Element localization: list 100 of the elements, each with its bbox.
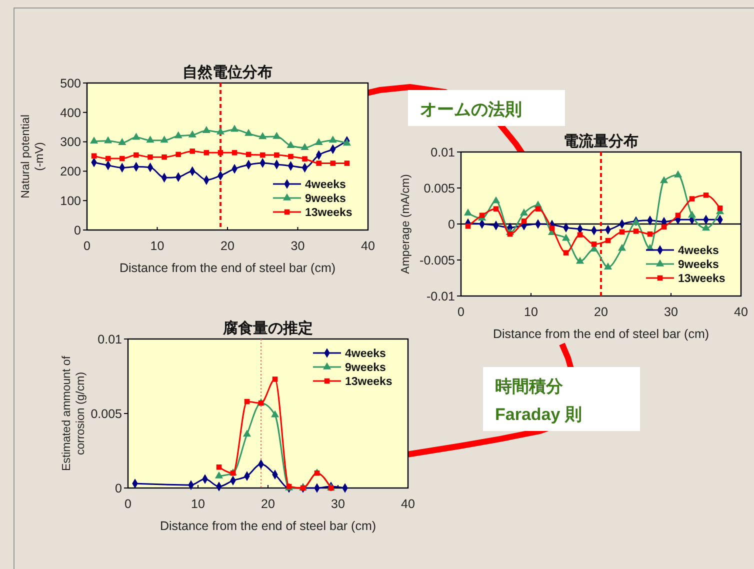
point [314, 138, 323, 146]
x-axis-title: Distance from the end of steel bar (cm) [119, 261, 336, 275]
point [492, 196, 500, 204]
point [218, 150, 224, 156]
point [479, 212, 485, 218]
x-tick-label: 40 [361, 239, 375, 253]
y-tick-label: 0.005 [424, 181, 456, 196]
x-tick-label: 20 [261, 497, 275, 511]
point [465, 224, 471, 229]
point [202, 126, 210, 133]
point [134, 152, 139, 158]
point [232, 150, 238, 156]
point [342, 138, 351, 146]
point [563, 250, 569, 256]
point [258, 132, 267, 140]
point [674, 170, 682, 178]
x-tick-label: 30 [664, 305, 678, 319]
point [576, 256, 584, 264]
point [272, 132, 281, 139]
y-tick-label: 0 [448, 217, 456, 232]
point [577, 232, 583, 238]
point [618, 244, 626, 251]
point [118, 138, 126, 146]
point [272, 376, 278, 382]
x-tick-label: 10 [191, 497, 205, 511]
point [216, 127, 224, 134]
point [549, 226, 555, 231]
text: オームの法則 [420, 100, 522, 119]
chart-title: 自然電位分布 [182, 64, 272, 81]
point [328, 136, 337, 143]
point [260, 152, 266, 158]
y-tick-label: 300 [60, 135, 82, 150]
point [288, 154, 294, 160]
x-tick-label: 0 [458, 305, 465, 319]
x-tick-label: 10 [150, 239, 164, 253]
x-tick-label: 10 [524, 305, 538, 319]
y-tick-label: 0.005 [90, 406, 122, 421]
point [160, 136, 168, 143]
point [521, 218, 527, 224]
point [535, 206, 541, 212]
x-tick-label: 0 [124, 497, 132, 511]
point [562, 234, 570, 241]
point [162, 154, 167, 160]
point [520, 208, 528, 216]
point [633, 228, 639, 234]
y-tick-label: 200 [60, 164, 82, 179]
point [493, 206, 499, 212]
y-tick-label: 0.01 [430, 145, 456, 160]
point [270, 410, 280, 418]
point [244, 128, 253, 136]
y-tick-label: 0.01 [98, 332, 122, 346]
point [214, 471, 224, 478]
legend-label: 4weeks [305, 179, 346, 192]
point [300, 143, 309, 150]
point [344, 160, 350, 166]
x-tick-label: 40 [401, 497, 415, 511]
x-axis-title: Distance from the end of steel bar (cm) [160, 519, 376, 533]
point [717, 206, 723, 211]
point [146, 136, 154, 143]
y-tick-label: 500 [60, 76, 82, 90]
point [190, 148, 196, 154]
y-tick-label: -0.005 [420, 253, 456, 268]
y-tick-label: 400 [60, 106, 82, 120]
point [176, 152, 181, 158]
x-tick-label: 20 [220, 239, 234, 253]
point [675, 212, 681, 218]
legend-label: 9weeks [678, 259, 719, 272]
legend-label: 9weeks [345, 362, 386, 374]
x-tick-label: 20 [594, 305, 608, 319]
y-tick-label: 0 [74, 223, 82, 238]
chart-title: 電流量分布 [564, 132, 638, 150]
legend-label: 13weeks [678, 273, 726, 286]
point [330, 160, 336, 166]
y-tick-label: 100 [60, 194, 82, 208]
y-axis-title: Estimated ammount of corrosion (g/cm) [61, 355, 87, 472]
x-tick-label: 40 [734, 305, 748, 319]
point [174, 131, 182, 138]
point [316, 160, 322, 166]
point [104, 136, 112, 144]
point [604, 262, 612, 270]
text: 時間積分 Faraday 則 [495, 377, 582, 424]
point [703, 192, 709, 198]
point [702, 224, 710, 231]
legend-label: 13weeks [305, 207, 352, 220]
point [661, 224, 667, 230]
point [119, 156, 125, 162]
y-tick-label: -0.01 [426, 289, 456, 304]
legend-label: 4weeks [345, 348, 386, 360]
y-axis-title: Amperage (mA/cm) [400, 174, 412, 274]
x-axis-title: Distance from the end of steel bar (cm) [492, 327, 710, 341]
point [148, 154, 153, 160]
y-tick-label: 0 [115, 481, 122, 496]
point [591, 242, 597, 247]
point [230, 124, 239, 132]
chart-title: 腐食量の推定 [222, 319, 313, 337]
x-tick-label: 30 [290, 239, 305, 253]
point [204, 150, 210, 156]
y-axis-title: Natural potential (-mV) [20, 114, 46, 198]
point [188, 130, 196, 138]
point [464, 208, 472, 216]
